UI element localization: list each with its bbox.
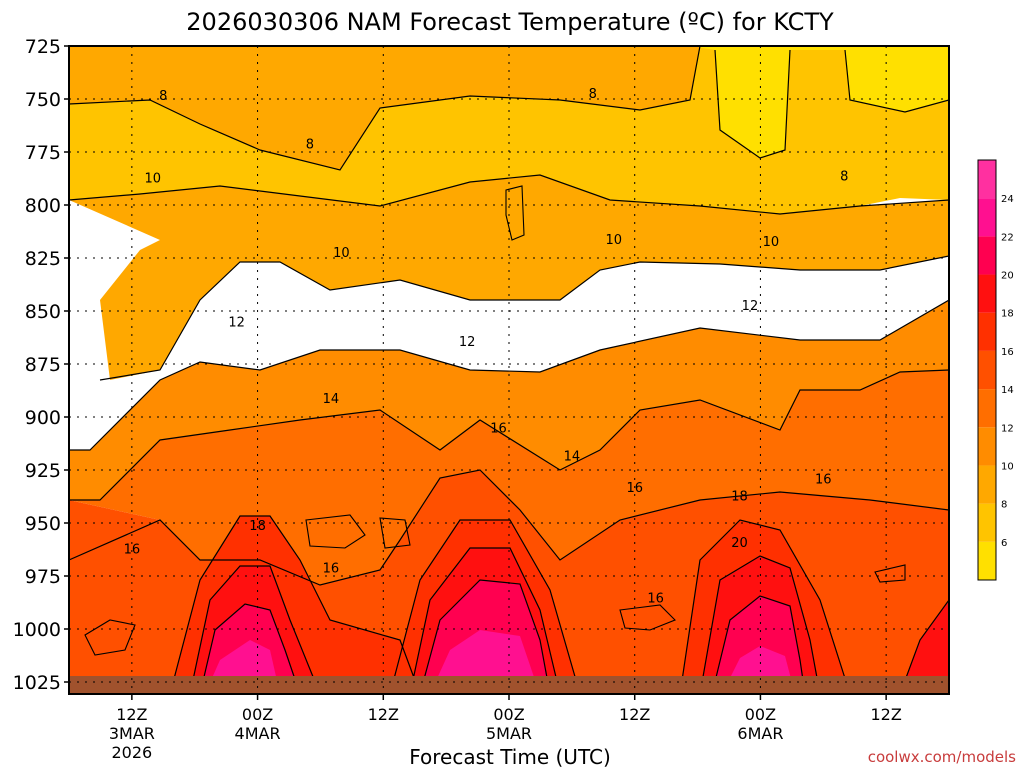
y-tick-label: 950 bbox=[25, 513, 61, 535]
contour-label: 12 bbox=[228, 316, 245, 331]
x-tick-label: 00Z bbox=[493, 705, 524, 724]
contour-label: 12 bbox=[742, 299, 759, 314]
y-tick-label: 750 bbox=[25, 89, 61, 111]
colorbar-swatch bbox=[978, 274, 996, 313]
colorbar-swatch bbox=[978, 350, 996, 390]
colorbar-label: 22 bbox=[1001, 232, 1014, 243]
x-tick-label: 00Z bbox=[745, 705, 776, 724]
contour-label: 14 bbox=[323, 392, 340, 407]
colorbar-swatch bbox=[978, 427, 996, 466]
contour-label: 16 bbox=[626, 481, 643, 496]
contour-label: 8 bbox=[840, 169, 848, 184]
contour-label: 10 bbox=[605, 233, 622, 248]
colorbar-swatch bbox=[978, 465, 996, 504]
colorbar: 6 8 10 12 14 16 18 20 22 24 bbox=[977, 159, 1014, 581]
y-tick-label: 725 bbox=[25, 36, 61, 58]
colorbar-label: 20 bbox=[1001, 271, 1014, 282]
x-tick-label: 5MAR bbox=[486, 724, 532, 743]
x-tick-label: 6MAR bbox=[737, 724, 783, 743]
x-tick-label: 2026 bbox=[111, 743, 152, 762]
contour-labels: 8 8 8 8 10 10 10 10 12 12 12 14 14 16 16 16 16 16 16 18 18 20 bbox=[124, 87, 849, 607]
x-tick-label: 4MAR bbox=[235, 724, 281, 743]
colorbar-swatch bbox=[978, 160, 996, 199]
y-tick-label: 925 bbox=[25, 460, 61, 482]
y-tick-label: 900 bbox=[25, 407, 61, 429]
colorbar-swatch bbox=[978, 198, 996, 237]
y-tick-label: 800 bbox=[25, 195, 61, 217]
grid bbox=[69, 45, 949, 694]
colorbar-label: 10 bbox=[1001, 461, 1014, 472]
contour-label: 8 bbox=[589, 87, 597, 102]
contour-islands bbox=[84, 185, 906, 656]
band-6-8 bbox=[69, 46, 949, 158]
contour-label: 16 bbox=[647, 591, 664, 606]
x-tick-label: 3MAR bbox=[109, 724, 155, 743]
colorbar-label: 8 bbox=[1001, 500, 1007, 511]
x-tick-label: 12Z bbox=[116, 705, 147, 724]
contour-label: 16 bbox=[323, 562, 340, 577]
band-14-16 bbox=[69, 370, 949, 585]
y-tick-label: 825 bbox=[25, 248, 61, 270]
y-tick-label: 775 bbox=[25, 142, 61, 164]
chart-title: 2026030306 NAM Forecast Temperature (ºC)… bbox=[186, 8, 834, 36]
y-axis: 725 750 775 800 825 850 875 900 925 950 975 1000 102… bbox=[13, 36, 69, 694]
colorbar-label: 18 bbox=[1001, 309, 1014, 320]
y-tick-label: 850 bbox=[25, 301, 61, 323]
colorbar-frame bbox=[977, 159, 997, 581]
x-axis-label: Forecast Time (UTC) bbox=[409, 745, 611, 768]
credit-text: coolwx.com/models bbox=[868, 748, 1016, 766]
colorbar-label: 24 bbox=[1001, 194, 1014, 205]
colorbar-swatch bbox=[978, 389, 996, 428]
y-tick-label: 1000 bbox=[13, 619, 61, 641]
y-tick-label: 1025 bbox=[13, 672, 61, 694]
contour-label: 14 bbox=[564, 449, 581, 464]
colorbar-swatch bbox=[978, 541, 996, 580]
contour-label: 8 bbox=[159, 89, 167, 104]
colorbar-label: 6 bbox=[1001, 538, 1007, 549]
contour-label: 18 bbox=[731, 490, 748, 505]
colorbar-swatch bbox=[978, 312, 996, 351]
contour-label: 12 bbox=[459, 335, 476, 350]
contour-label: 16 bbox=[815, 473, 832, 488]
x-tick-label: 12Z bbox=[870, 705, 901, 724]
x-tick-label: 12Z bbox=[619, 705, 650, 724]
contour-label: 20 bbox=[731, 536, 748, 551]
x-tick-label: 00Z bbox=[242, 705, 273, 724]
colorbar-label: 14 bbox=[1001, 385, 1014, 396]
contour-label: 8 bbox=[306, 138, 314, 153]
contour-label: 18 bbox=[249, 519, 266, 534]
colorbar-label: 12 bbox=[1001, 423, 1014, 434]
y-tick-label: 975 bbox=[25, 566, 61, 588]
contour-label: 16 bbox=[490, 422, 507, 437]
band-lt8-left bbox=[69, 46, 700, 170]
x-tick-label: 12Z bbox=[368, 705, 399, 724]
contour-label: 10 bbox=[763, 235, 780, 250]
contour-label: 10 bbox=[333, 246, 350, 261]
colorbar-label: 16 bbox=[1001, 347, 1014, 358]
contour-label: 10 bbox=[145, 172, 162, 187]
y-tick-label: 875 bbox=[25, 354, 61, 376]
ground-strip bbox=[69, 676, 949, 694]
contour-label: 16 bbox=[124, 543, 141, 558]
dome-4-right bbox=[900, 600, 949, 694]
colorbar-swatch bbox=[978, 236, 996, 275]
colorbar-swatch bbox=[978, 503, 996, 542]
band-10-12 bbox=[69, 175, 949, 380]
